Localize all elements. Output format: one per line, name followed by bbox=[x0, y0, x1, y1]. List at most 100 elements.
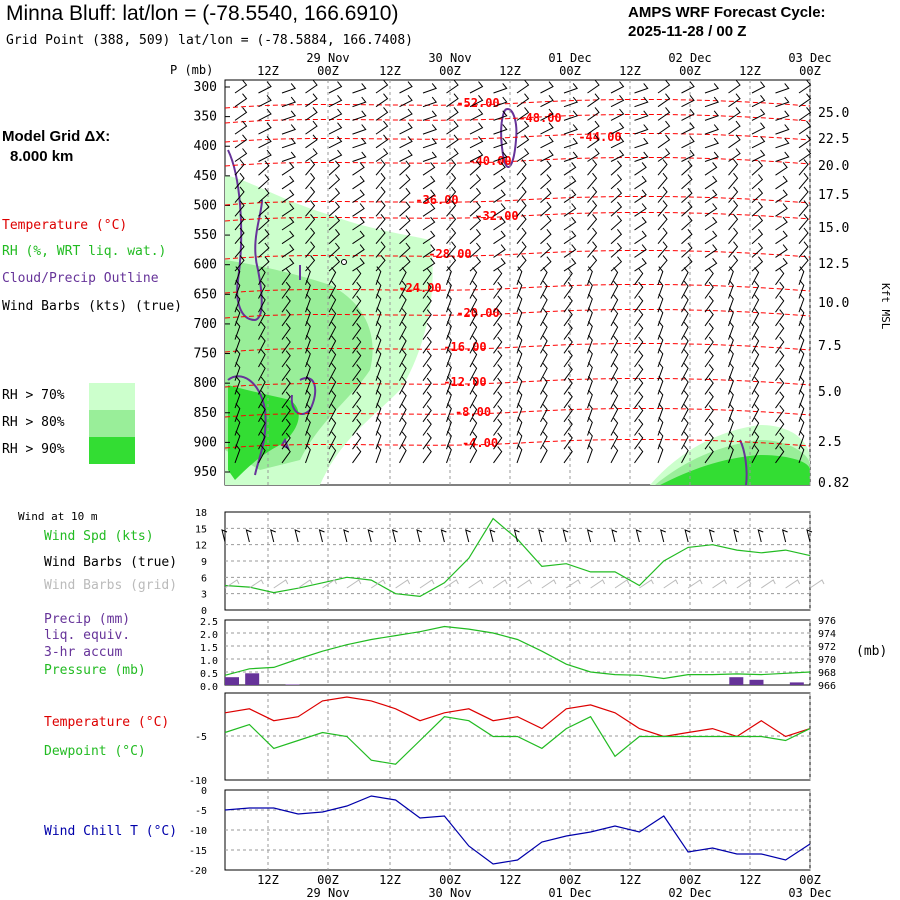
wind-barb-upper bbox=[634, 350, 644, 368]
wind-barb-upper bbox=[281, 216, 295, 231]
wind-barb-upper bbox=[281, 405, 291, 423]
wind-barb-upper bbox=[516, 362, 523, 381]
wind-barb-upper bbox=[375, 334, 382, 354]
wind-barb-upper bbox=[305, 266, 311, 285]
wind-barb-upper bbox=[258, 267, 266, 286]
wind-barb-upper bbox=[681, 335, 689, 354]
wind-barb-upper bbox=[375, 362, 382, 381]
windchill-ytick-3: -15 bbox=[189, 846, 207, 857]
wind-barb-upper bbox=[728, 93, 741, 108]
wind-barb-upper bbox=[798, 279, 805, 299]
wind-barb-upper bbox=[375, 279, 382, 299]
wind-barb-upper bbox=[281, 110, 297, 121]
wind-barb-upper bbox=[610, 215, 623, 231]
wind-barb-upper bbox=[493, 350, 503, 368]
wind-barb-upper bbox=[540, 267, 548, 286]
wind-barb-upper bbox=[375, 148, 389, 162]
wind-barb-grid bbox=[590, 579, 606, 589]
temp-contour-label-1: -48.00 bbox=[518, 111, 561, 125]
height-label-7: 7.5 bbox=[818, 339, 841, 354]
wind-barb-upper bbox=[493, 162, 506, 176]
windchill-ytick-0: 0 bbox=[201, 786, 207, 797]
wind-barb-upper bbox=[775, 322, 785, 340]
pressure-label-300: 300 bbox=[194, 80, 217, 95]
wind-barb-upper bbox=[234, 334, 241, 354]
wind-barb-upper bbox=[469, 108, 484, 121]
wind-barb-upper bbox=[469, 160, 482, 176]
precip-panel-frame bbox=[224, 619, 811, 686]
bottom-day-4: 03 Dec bbox=[788, 886, 831, 900]
wind-barb-10m bbox=[465, 529, 471, 543]
wind-barb-upper bbox=[352, 124, 367, 135]
wind-barb-upper bbox=[798, 93, 812, 108]
wind-barb-upper bbox=[634, 216, 647, 231]
wind-barb-upper bbox=[657, 134, 671, 149]
wind-barb-upper bbox=[352, 162, 365, 176]
wind-barb-upper bbox=[798, 227, 809, 245]
wind-barb-upper bbox=[563, 151, 579, 162]
wind-barb-upper bbox=[422, 322, 432, 340]
wind-barb-upper bbox=[798, 186, 809, 203]
wind-barb-upper bbox=[516, 389, 523, 409]
wind-barb-upper bbox=[234, 389, 241, 409]
wind-barb-upper bbox=[469, 294, 478, 313]
wind-barb-upper bbox=[446, 172, 457, 190]
wind-barb-10m bbox=[586, 529, 593, 543]
wind-barb-upper bbox=[540, 445, 548, 464]
wind-barb-upper bbox=[328, 136, 343, 149]
wind-barb-upper bbox=[704, 446, 714, 464]
pressure-label-500: 500 bbox=[194, 198, 217, 213]
wind-barb-upper bbox=[234, 213, 245, 231]
wind-barb-upper bbox=[281, 203, 295, 217]
wind-ytick-5: 3 bbox=[201, 590, 207, 601]
bottom-tick-4: 12Z bbox=[499, 873, 521, 887]
wind-barb-upper bbox=[563, 137, 579, 149]
wind-barb-10m bbox=[391, 529, 398, 543]
wind-barb-upper bbox=[728, 362, 734, 381]
wind-barb-upper bbox=[399, 201, 411, 217]
wind-barb-upper bbox=[469, 215, 482, 231]
wind-barb-upper bbox=[657, 148, 671, 162]
wind-barb-upper bbox=[610, 228, 623, 245]
wind-barb-upper bbox=[422, 110, 438, 121]
wind-barb-upper bbox=[399, 376, 407, 395]
wind-barb-upper bbox=[328, 294, 337, 313]
wind-barb-upper bbox=[422, 257, 436, 272]
cycle-label: AMPS WRF Forecast Cycle: bbox=[628, 4, 826, 21]
wind-barb-upper bbox=[281, 137, 297, 149]
wind-barb-upper bbox=[352, 418, 362, 436]
wind-barb-upper bbox=[610, 242, 623, 258]
wind-barb-upper bbox=[446, 293, 452, 313]
wind-barb-upper bbox=[540, 294, 548, 313]
wind-barb-upper bbox=[634, 175, 647, 190]
wind-barb-upper bbox=[352, 281, 362, 299]
wind-barb-upper bbox=[681, 187, 693, 203]
height-label-1: 22.5 bbox=[818, 132, 849, 147]
temperature-line bbox=[224, 696, 811, 738]
wind-barb-upper bbox=[469, 404, 478, 423]
wind-barb-upper bbox=[352, 137, 367, 149]
wind-barb-upper bbox=[728, 213, 739, 231]
wind-barb-upper bbox=[798, 120, 812, 135]
wind-barb-upper bbox=[751, 174, 764, 190]
wind-barb-upper bbox=[587, 321, 593, 340]
wind-barb-upper bbox=[634, 124, 649, 135]
wind-barb-upper bbox=[328, 280, 337, 299]
wind-barb-upper bbox=[634, 336, 644, 354]
wind-barb-upper bbox=[469, 136, 484, 149]
wind-barb-upper bbox=[657, 213, 668, 231]
wind-barb-upper bbox=[305, 255, 316, 272]
precip-bar bbox=[729, 677, 744, 685]
wind-barb-upper bbox=[610, 280, 619, 299]
wind-barb-10m bbox=[635, 529, 642, 543]
wind-barb-upper bbox=[234, 120, 248, 135]
wind-barb-upper bbox=[375, 266, 382, 285]
wind-barb-upper bbox=[328, 362, 337, 381]
wind-barb-upper bbox=[798, 255, 809, 272]
wind-barb-upper bbox=[587, 444, 593, 464]
wind-barb-upper bbox=[634, 230, 647, 245]
wind-barb-upper bbox=[399, 81, 413, 94]
dewpoint-line bbox=[224, 715, 811, 765]
wind-barb-upper bbox=[281, 432, 291, 450]
wind-barb-upper bbox=[563, 322, 573, 340]
